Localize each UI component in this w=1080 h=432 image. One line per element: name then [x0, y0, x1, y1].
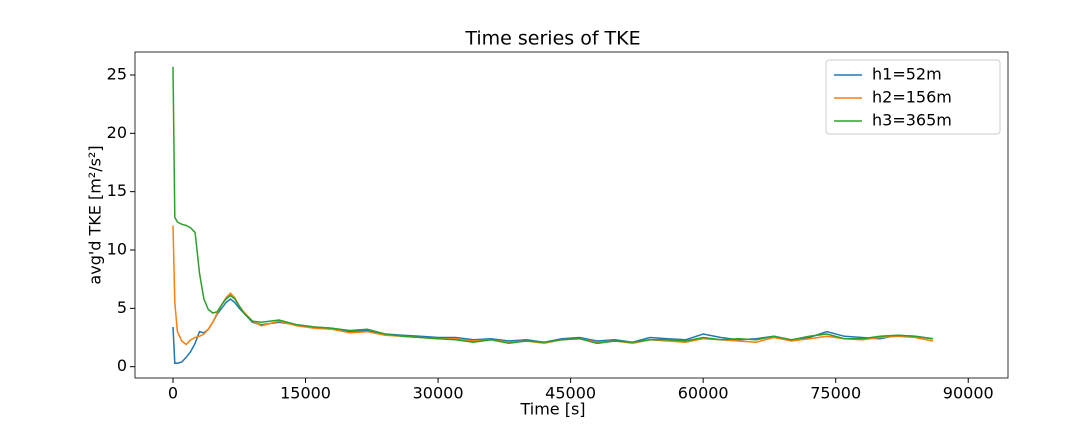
x-tick-label: 0: [168, 384, 178, 403]
chart-title: Time series of TKE: [464, 28, 640, 50]
legend-label: h1=52m: [872, 65, 942, 84]
plot-frame: [134, 51, 1009, 379]
series-line: [172, 298, 934, 364]
x-tick-label: 30000: [413, 384, 464, 403]
series-line: [172, 225, 934, 346]
x-tick-label: 75000: [810, 384, 861, 403]
x-tick-label: 15000: [280, 384, 331, 403]
x-tick-label: 60000: [678, 384, 729, 403]
legend-box: [825, 59, 1001, 135]
legend-label: h3=365m: [872, 111, 952, 130]
legend-label: h2=156m: [872, 88, 952, 107]
x-axis-label: Time [s]: [519, 400, 585, 419]
y-tick-label: 0: [117, 356, 127, 375]
series-line: [172, 66, 934, 345]
y-tick-label: 10: [107, 240, 127, 259]
y-tick-label: 15: [107, 181, 127, 200]
y-axis-label: avg'd TKE [m²/s²]: [86, 145, 105, 284]
x-tick-label: 45000: [545, 384, 596, 403]
y-tick-label: 25: [107, 64, 127, 83]
x-tick-label: 90000: [943, 384, 994, 403]
y-tick-label: 20: [107, 123, 127, 142]
y-tick-label: 5: [117, 298, 127, 317]
